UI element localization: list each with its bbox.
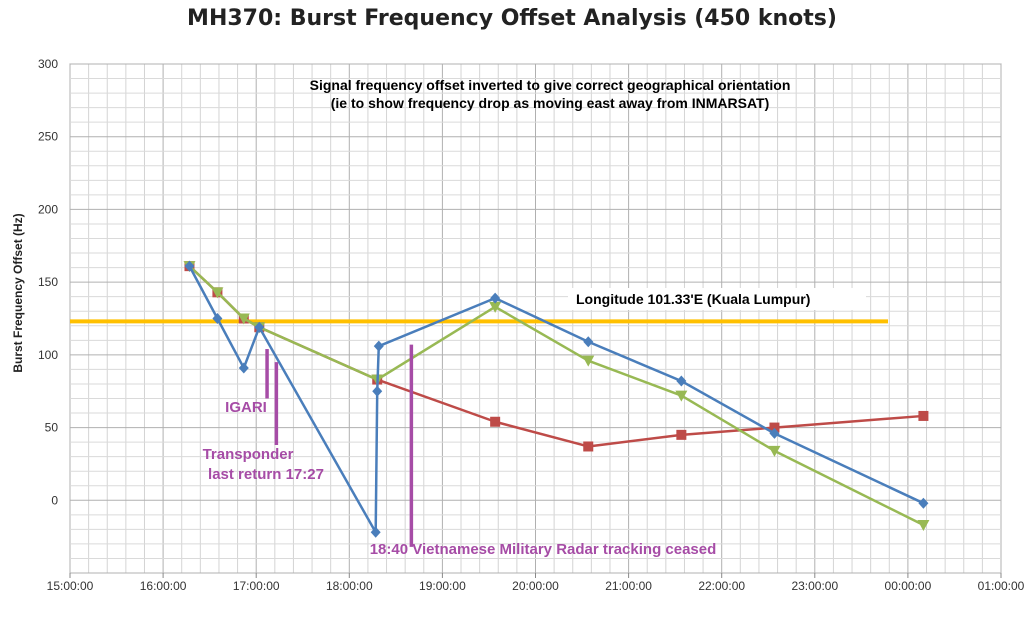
y-tick-label: 50 (45, 421, 59, 435)
y-axis-label: Burst Frequency Offset (Hz) (11, 213, 25, 372)
series-3-point (675, 390, 688, 402)
series-3-point (768, 445, 781, 457)
series-1-point (676, 375, 687, 387)
series-2-point (676, 429, 687, 440)
note-line-2: (ie to show frequency drop as moving eas… (331, 95, 769, 111)
y-tick-label: 150 (38, 275, 58, 289)
x-tick-label: 15:00:00 (47, 579, 94, 593)
series-3-point (211, 287, 224, 299)
x-tick-label: 20:00:00 (512, 579, 559, 593)
x-tick-label: 01:00:00 (978, 579, 1024, 593)
series-2-point (769, 422, 780, 433)
y-tick-label: 0 (51, 493, 58, 507)
series-1-point (769, 427, 780, 439)
x-tick-label: 18:00:00 (326, 579, 373, 593)
x-tick-label: 17:00:00 (233, 579, 280, 593)
series-3-line (188, 265, 924, 527)
x-tick-label: 21:00:00 (605, 579, 652, 593)
series-2-point (490, 416, 501, 427)
y-tick-label: 300 (38, 57, 58, 71)
note-line-1: Signal frequency offset inverted to give… (310, 77, 791, 93)
chart-title: MH370: Burst Frequency Offset Analysis (… (187, 6, 837, 31)
radar-label: 18:40 Vietnamese Military Radar tracking… (370, 541, 717, 558)
x-tick-label: 22:00:00 (698, 579, 745, 593)
y-tick-label: 200 (38, 202, 58, 216)
reference-line-label: Longitude 101.33'E (Kuala Lumpur) (576, 291, 810, 307)
event-markers (265, 344, 414, 547)
series-1-point (238, 362, 249, 374)
series-2-point (918, 410, 929, 421)
series-group (183, 260, 930, 538)
series-1-point (373, 340, 384, 352)
grid (69, 63, 1002, 574)
igari-label: IGARI (225, 399, 267, 416)
x-tick-label: 16:00:00 (140, 579, 187, 593)
series-1-point (212, 313, 223, 324)
series-1-point (370, 526, 381, 538)
y-tick-label: 100 (38, 348, 58, 362)
x-tick-label: 00:00:00 (885, 579, 932, 593)
transponder-label-line-2: last return 17:27 (208, 466, 324, 483)
reference-label-bg (568, 288, 866, 310)
x-tick-label: 23:00:00 (791, 579, 838, 593)
series-1-point (918, 497, 929, 509)
series-1-point (372, 385, 383, 397)
series-1-point (583, 336, 594, 348)
series-3-point (489, 301, 502, 313)
y-tick-label: 250 (38, 130, 58, 144)
transponder-label-line-1: Transponder (203, 446, 294, 463)
series-1-line (188, 265, 924, 534)
series-3-point (917, 520, 930, 532)
series-1-point (184, 260, 195, 272)
series-3-point (237, 313, 250, 325)
series-1-point (254, 321, 265, 333)
y-axis: 0 50 100 150 200 250 300 (38, 57, 58, 507)
series-2-point (583, 441, 594, 452)
series-1-point (490, 292, 501, 304)
x-tick-label: 19:00:00 (419, 579, 466, 593)
series-3-point (582, 355, 595, 367)
x-axis: 15:00:00 16:00:00 17:00:00 18:00:00 19:00:00… (47, 573, 1024, 593)
